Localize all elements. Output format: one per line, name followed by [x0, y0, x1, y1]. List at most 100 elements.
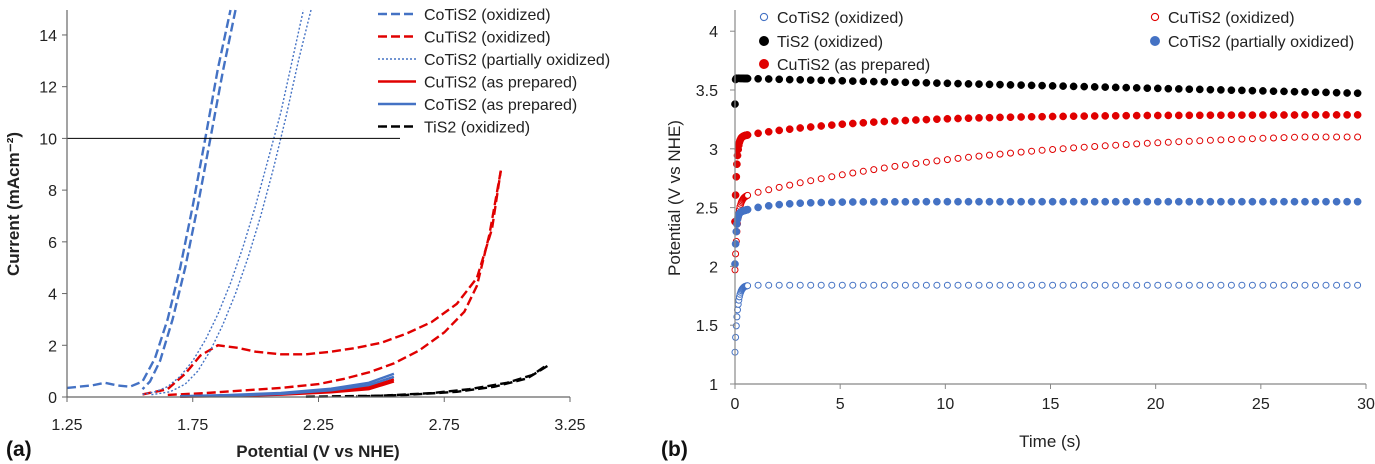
data-point: [1269, 87, 1278, 96]
data-point: [933, 281, 941, 289]
data-point: [1227, 136, 1235, 143]
data-point: [1353, 89, 1362, 98]
data-point: [817, 281, 825, 289]
data-point: [1027, 197, 1036, 206]
data-point: [1353, 111, 1362, 119]
data-point: [933, 157, 941, 165]
data-point: [1049, 146, 1057, 153]
panel-b-legend: CoTiS2 (oxidized) TiS2 (oxidized) CuTiS2 (…: [759, 10, 1354, 74]
y-tick-label: 6: [48, 235, 57, 252]
data-point: [1248, 86, 1257, 95]
y-tick-label: 2: [48, 338, 57, 355]
x-tick-label: 0: [731, 396, 740, 413]
data-point: [1101, 142, 1109, 150]
data-point: [985, 80, 994, 89]
data-point: [1311, 111, 1320, 119]
data-point: [1059, 82, 1067, 90]
data-point: [912, 197, 920, 206]
legend-label-cutis2-as-prepared: CuTiS2 (as prepared): [424, 75, 577, 92]
data-point: [1122, 83, 1131, 92]
data-point: [943, 114, 952, 123]
data-point: [1343, 197, 1351, 206]
data-point: [1248, 197, 1257, 206]
data-point: [1133, 140, 1141, 148]
series-cutis2-oxidized-forward: [142, 170, 502, 396]
panel-b-chart: 1 1.5 2 2.5 3 3.5 4 0 5 10 15 20 25 30 Time (s) Pote…: [661, 10, 1375, 461]
data-point: [1080, 281, 1088, 289]
data-point: [1206, 281, 1214, 289]
data-point: [1164, 138, 1172, 146]
data-point: [1090, 112, 1099, 120]
data-point: [1006, 81, 1015, 89]
legend-marker-cotis2-oxidized: [759, 12, 769, 22]
data-point: [922, 197, 931, 206]
data-point: [870, 281, 878, 289]
data-point: [807, 281, 815, 289]
data-point: [1343, 281, 1351, 289]
data-point: [828, 281, 836, 289]
panel-b-x-ticks: 0 5 10 15 20 25 30: [731, 384, 1375, 413]
data-point: [1343, 133, 1351, 141]
data-point: [1101, 281, 1109, 289]
x-tick-label: 1.25: [51, 417, 82, 434]
data-point: [1143, 197, 1152, 206]
data-point: [775, 200, 784, 209]
data-point: [1185, 111, 1194, 120]
data-point: [1248, 281, 1256, 289]
data-point: [964, 197, 973, 206]
data-point: [1227, 281, 1235, 289]
data-point: [954, 197, 962, 206]
data-point: [975, 152, 983, 160]
legend-label-cotis2-oxidized: CoTiS2 (oxidized): [777, 10, 904, 27]
data-point: [964, 80, 973, 88]
data-point: [985, 113, 994, 122]
data-point: [943, 197, 952, 206]
data-point: [975, 281, 983, 289]
y-tick-label: 4: [709, 24, 718, 41]
data-point: [1133, 281, 1141, 289]
data-point: [1290, 197, 1299, 206]
data-point: [859, 167, 867, 175]
data-point: [1301, 88, 1309, 96]
data-point: [1206, 85, 1215, 94]
data-point: [1280, 111, 1288, 119]
legend-marker-cotis2-partially-oxidized: [1150, 36, 1160, 46]
data-point: [817, 76, 826, 85]
y-tick-label: 0: [48, 390, 57, 407]
data-point: [743, 131, 752, 139]
x-tick-label: 25: [1252, 396, 1270, 413]
data-point: [775, 281, 783, 289]
data-point: [1185, 137, 1193, 145]
data-point: [901, 281, 909, 289]
data-point: [1248, 135, 1256, 143]
data-point: [954, 114, 962, 123]
data-point: [912, 160, 920, 167]
data-point: [1280, 87, 1288, 96]
data-point: [1248, 111, 1257, 119]
data-point: [1354, 133, 1362, 141]
data-point: [1069, 197, 1078, 206]
data-point: [1353, 197, 1362, 206]
data-point: [1080, 143, 1088, 151]
data-point: [1332, 197, 1341, 206]
data-point: [1007, 281, 1014, 289]
data-point: [1027, 112, 1036, 121]
series-cotis2-oxidized: [731, 281, 1362, 356]
data-point: [1311, 197, 1320, 206]
data-point: [785, 199, 794, 208]
data-point: [880, 197, 889, 206]
data-point: [943, 156, 951, 164]
data-point: [827, 76, 836, 85]
data-point: [1059, 197, 1067, 206]
data-point: [764, 127, 773, 136]
data-point: [912, 116, 920, 124]
data-point: [1080, 82, 1089, 91]
data-point: [1322, 111, 1330, 119]
data-point: [806, 123, 815, 131]
data-point: [1322, 88, 1330, 97]
data-point: [1217, 281, 1225, 289]
data-point: [1227, 86, 1236, 95]
data-point: [1007, 149, 1014, 157]
data-point: [1333, 281, 1341, 289]
data-point: [848, 77, 857, 85]
